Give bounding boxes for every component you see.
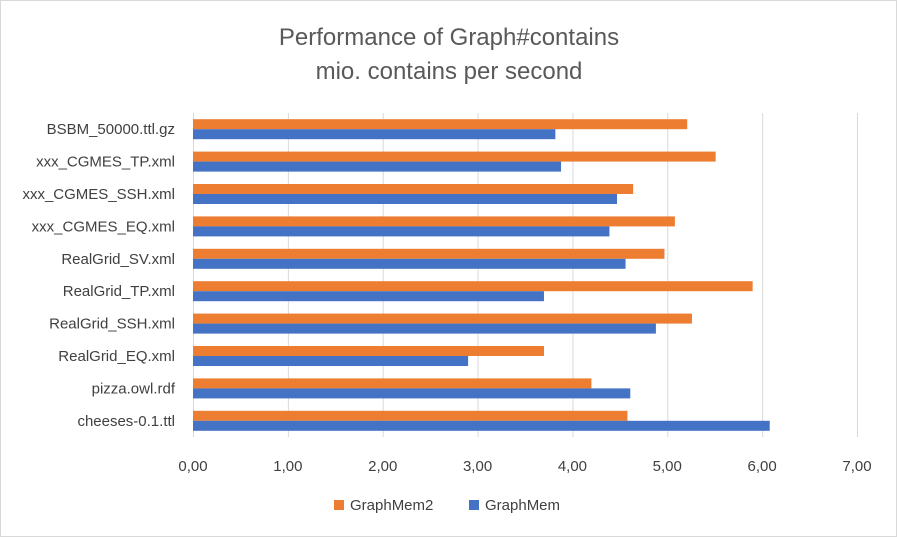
legend-label-graphmem2: GraphMem2 [350, 497, 433, 514]
x-tick-label: 6,00 [748, 458, 777, 475]
category-label: xxx_CGMES_TP.xml [36, 154, 175, 171]
x-tick-label: 0,00 [178, 458, 207, 475]
category-label: RealGrid_EQ.xml [58, 348, 175, 365]
legend: GraphMem2 GraphMem [334, 497, 560, 514]
bar-graphmem-5 [193, 258, 626, 269]
x-tick-label: 7,00 [842, 458, 871, 475]
category-label: pizza.owl.rdf [92, 380, 176, 397]
bar-graphmem-9 [193, 388, 631, 399]
bar-graphmem-7 [193, 323, 656, 334]
x-tick-label: 4,00 [558, 458, 587, 475]
bar-graphmem2-9 [193, 378, 592, 389]
category-label: BSBM_50000.ttl.gz [47, 121, 175, 138]
x-tick-label: 5,00 [653, 458, 682, 475]
category-label: xxx_CGMES_EQ.xml [32, 218, 175, 235]
legend-swatch-graphmem [469, 500, 479, 510]
category-labels: BSBM_50000.ttl.gz xxx_CGMES_TP.xml xxx_CGM… [22, 121, 175, 430]
bar-graphmem2-7 [193, 313, 692, 324]
category-label: RealGrid_TP.xml [63, 283, 175, 300]
bar-graphmem-2 [193, 161, 562, 172]
bar-graphmem2-2 [193, 151, 716, 162]
category-label: RealGrid_SV.xml [61, 251, 175, 268]
category-label: RealGrid_SSH.xml [49, 316, 175, 333]
bar-graphmem2-10 [193, 410, 628, 421]
bar-graphmem-8 [193, 356, 469, 366]
bar-graphmem-3 [193, 194, 618, 204]
bar-graphmem2-5 [193, 248, 665, 259]
x-tick-label: 1,00 [273, 458, 302, 475]
bar-graphmem2-3 [193, 184, 634, 194]
chart-title: Performance of Graph#contains mio. contai… [279, 24, 619, 85]
bar-graphmem2-6 [193, 281, 753, 292]
bar-graphmem2-1 [193, 119, 688, 130]
category-label: xxx_CGMES_SSH.xml [22, 186, 175, 203]
bar-graphmem-1 [193, 129, 556, 140]
chart-title-line-2: mio. contains per second [316, 58, 583, 85]
bars [193, 119, 770, 431]
bar-graphmem2-8 [193, 346, 544, 356]
bar-graphmem-10 [193, 420, 770, 431]
chart-title-line-1: Performance of Graph#contains [279, 24, 619, 51]
bar-graphmem-4 [193, 226, 610, 237]
bar-graphmem2-4 [193, 216, 675, 227]
legend-label-graphmem: GraphMem [485, 497, 560, 514]
bar-graphmem-6 [193, 291, 544, 302]
legend-swatch-graphmem2 [334, 500, 344, 510]
x-tick-label: 3,00 [463, 458, 492, 475]
x-tick-label: 2,00 [368, 458, 397, 475]
category-label: cheeses-0.1.ttl [77, 413, 175, 430]
x-tick-labels: 0,00 1,00 2,00 3,00 4,00 5,00 6,00 7,00 [178, 458, 871, 475]
